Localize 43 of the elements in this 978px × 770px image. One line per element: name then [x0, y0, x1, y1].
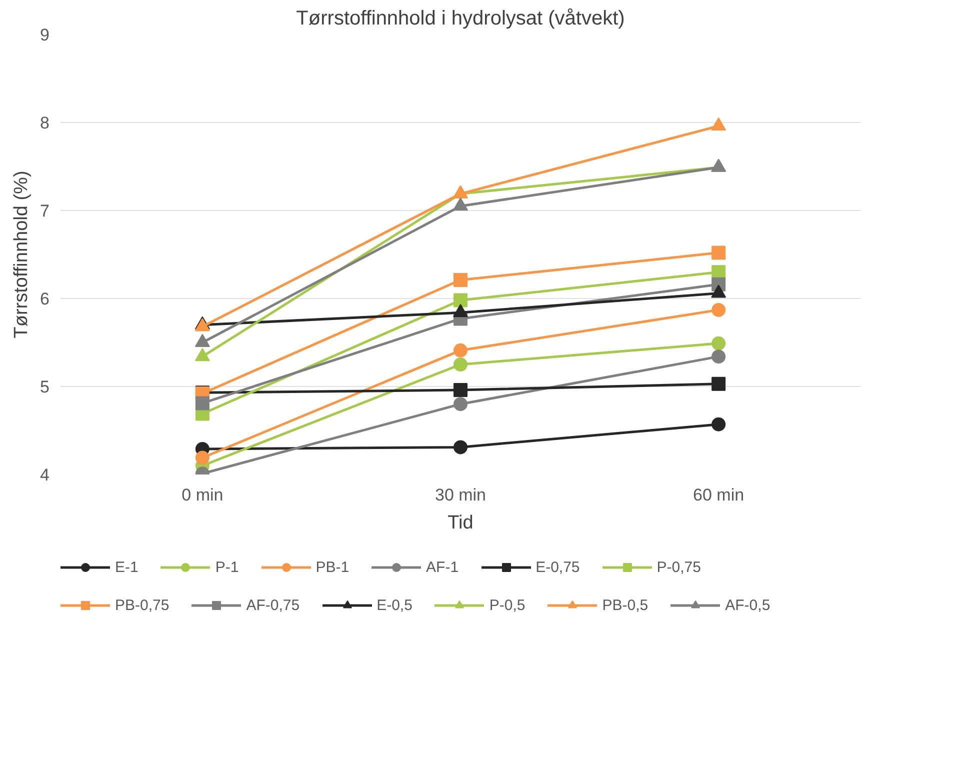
x-tick-label: 60 min — [693, 486, 744, 504]
point — [453, 304, 468, 318]
legend-label: P-1 — [215, 558, 239, 576]
x-tick-label: 0 min — [182, 486, 224, 504]
y-tick-label: 8 — [40, 114, 50, 132]
point — [454, 358, 468, 372]
legend-label: E-1 — [115, 558, 138, 576]
legend-label: E-0,5 — [376, 596, 412, 614]
legend-label: PB-1 — [316, 558, 350, 576]
point — [195, 450, 210, 465]
x-axis-title: Tid — [448, 512, 474, 534]
chart-title: Tørrstoffinnhold i hydrolysat (våtvekt) — [296, 8, 625, 30]
point — [711, 117, 726, 131]
y-tick-label: 5 — [40, 378, 50, 396]
point — [712, 336, 726, 350]
y-tick-label: 4 — [40, 466, 50, 484]
point — [453, 198, 468, 211]
y-tick-label: 9 — [40, 26, 50, 44]
point — [454, 397, 468, 412]
x-tick-label: 30 min — [434, 486, 486, 504]
y-tick-label: 7 — [40, 202, 50, 220]
point — [454, 293, 468, 308]
point — [454, 383, 468, 398]
legend-label: E-0,75 — [536, 558, 580, 576]
point — [454, 343, 468, 358]
point — [454, 273, 468, 288]
legend-label: AF-0,75 — [246, 596, 300, 614]
legend-label: PB-0,75 — [115, 596, 170, 614]
point — [712, 246, 726, 260]
legend-label: AF-1 — [426, 558, 459, 576]
point — [195, 396, 210, 410]
y-axis-title: Tørrstoffinnhold (%) — [11, 170, 32, 338]
legend-label: PB-0,5 — [602, 596, 648, 614]
legend-label: AF-0,5 — [725, 596, 770, 614]
legend-label: P-0,5 — [489, 596, 526, 614]
y-tick-label: 6 — [40, 290, 50, 308]
point — [712, 302, 726, 317]
point — [712, 417, 726, 432]
legend-label: P-0,75 — [656, 558, 701, 576]
point — [712, 350, 726, 364]
point — [454, 440, 468, 454]
point — [712, 376, 726, 391]
point — [711, 284, 726, 298]
